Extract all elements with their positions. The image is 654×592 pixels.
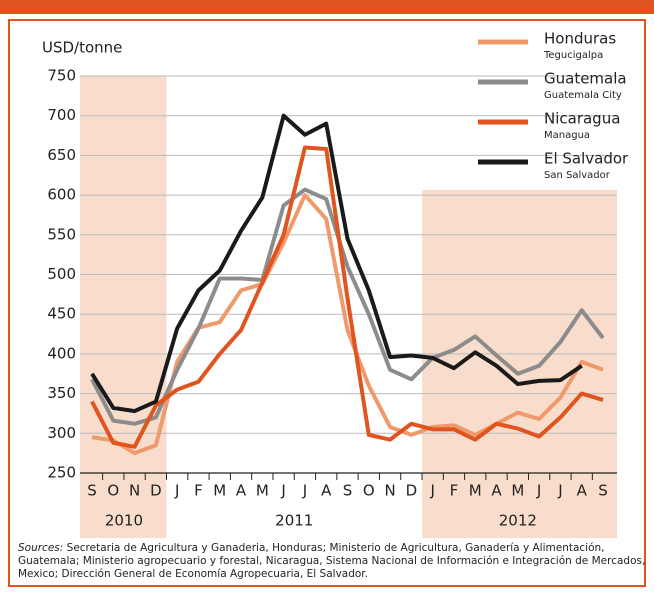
- frame: [8, 19, 646, 587]
- x-tick-label: F: [450, 482, 459, 500]
- legend-name: Guatemala: [544, 70, 627, 88]
- y-tick-label: 450: [47, 305, 76, 323]
- x-tick-label: A: [236, 482, 247, 500]
- x-tick-label: J: [557, 482, 562, 500]
- x-tick-label: A: [321, 482, 332, 500]
- x-tick-label: O: [107, 482, 119, 500]
- legend-city: San Salvador: [544, 170, 611, 181]
- header-bar: [0, 0, 654, 14]
- x-tick-label: S: [87, 482, 97, 500]
- sources-text: Secretaria de Agricultura y Ganaderia, H…: [18, 542, 646, 580]
- sources: Sources: Secretaria de Agricultura y Gan…: [18, 542, 648, 581]
- x-tick-label: D: [406, 482, 418, 500]
- series-line: [90, 113, 583, 414]
- x-tick-label: F: [194, 482, 203, 500]
- x-tick-label: J: [174, 482, 179, 500]
- legend-name: Honduras: [544, 30, 616, 48]
- legend-city: Guatemala City: [544, 90, 622, 101]
- y-tick-label: 650: [47, 146, 76, 164]
- x-tick-label: S: [343, 482, 353, 500]
- year-label: 2010: [105, 512, 143, 530]
- x-tick-label: M: [213, 482, 226, 500]
- shade-2010: [80, 76, 167, 538]
- legend-name: Nicaragua: [544, 110, 620, 128]
- y-tick-label: 300: [47, 424, 76, 442]
- x-tick-label: J: [302, 482, 307, 500]
- year-label: 2011: [275, 512, 313, 530]
- legend-city: Tegucigalpa: [543, 50, 603, 61]
- y-tick-label: 250: [47, 464, 76, 482]
- x-tick-label: S: [598, 482, 608, 500]
- x-tick-label: D: [150, 482, 162, 500]
- x-tick-label: M: [256, 482, 269, 500]
- y-axis-label: USD/tonne: [42, 39, 122, 57]
- x-tick-label: J: [536, 482, 541, 500]
- x-tick-label: N: [384, 482, 395, 500]
- sources-label: Sources:: [18, 542, 64, 554]
- x-tick-label: A: [577, 482, 588, 500]
- year-label: 2012: [499, 512, 537, 530]
- legend-city: Managua: [544, 130, 590, 141]
- x-tick-label: J: [429, 482, 434, 500]
- series-line: [91, 193, 604, 456]
- series-line: [90, 145, 604, 449]
- x-tick-label: A: [491, 482, 502, 500]
- y-tick-label: 750: [47, 67, 76, 85]
- y-tick-label: 550: [47, 225, 76, 243]
- x-tick-label: N: [129, 482, 140, 500]
- legend-name: El Salvador: [544, 150, 629, 168]
- y-tick-label: 400: [47, 344, 76, 362]
- series-line: [90, 187, 605, 426]
- x-tick-label: M: [469, 482, 482, 500]
- x-tick-label: M: [511, 482, 524, 500]
- x-tick-label: O: [363, 482, 375, 500]
- x-tick-label: J: [280, 482, 285, 500]
- y-tick-label: 500: [47, 265, 76, 283]
- y-tick-label: 350: [47, 384, 76, 402]
- y-tick-label: 600: [47, 186, 76, 204]
- y-tick-label: 700: [47, 106, 76, 124]
